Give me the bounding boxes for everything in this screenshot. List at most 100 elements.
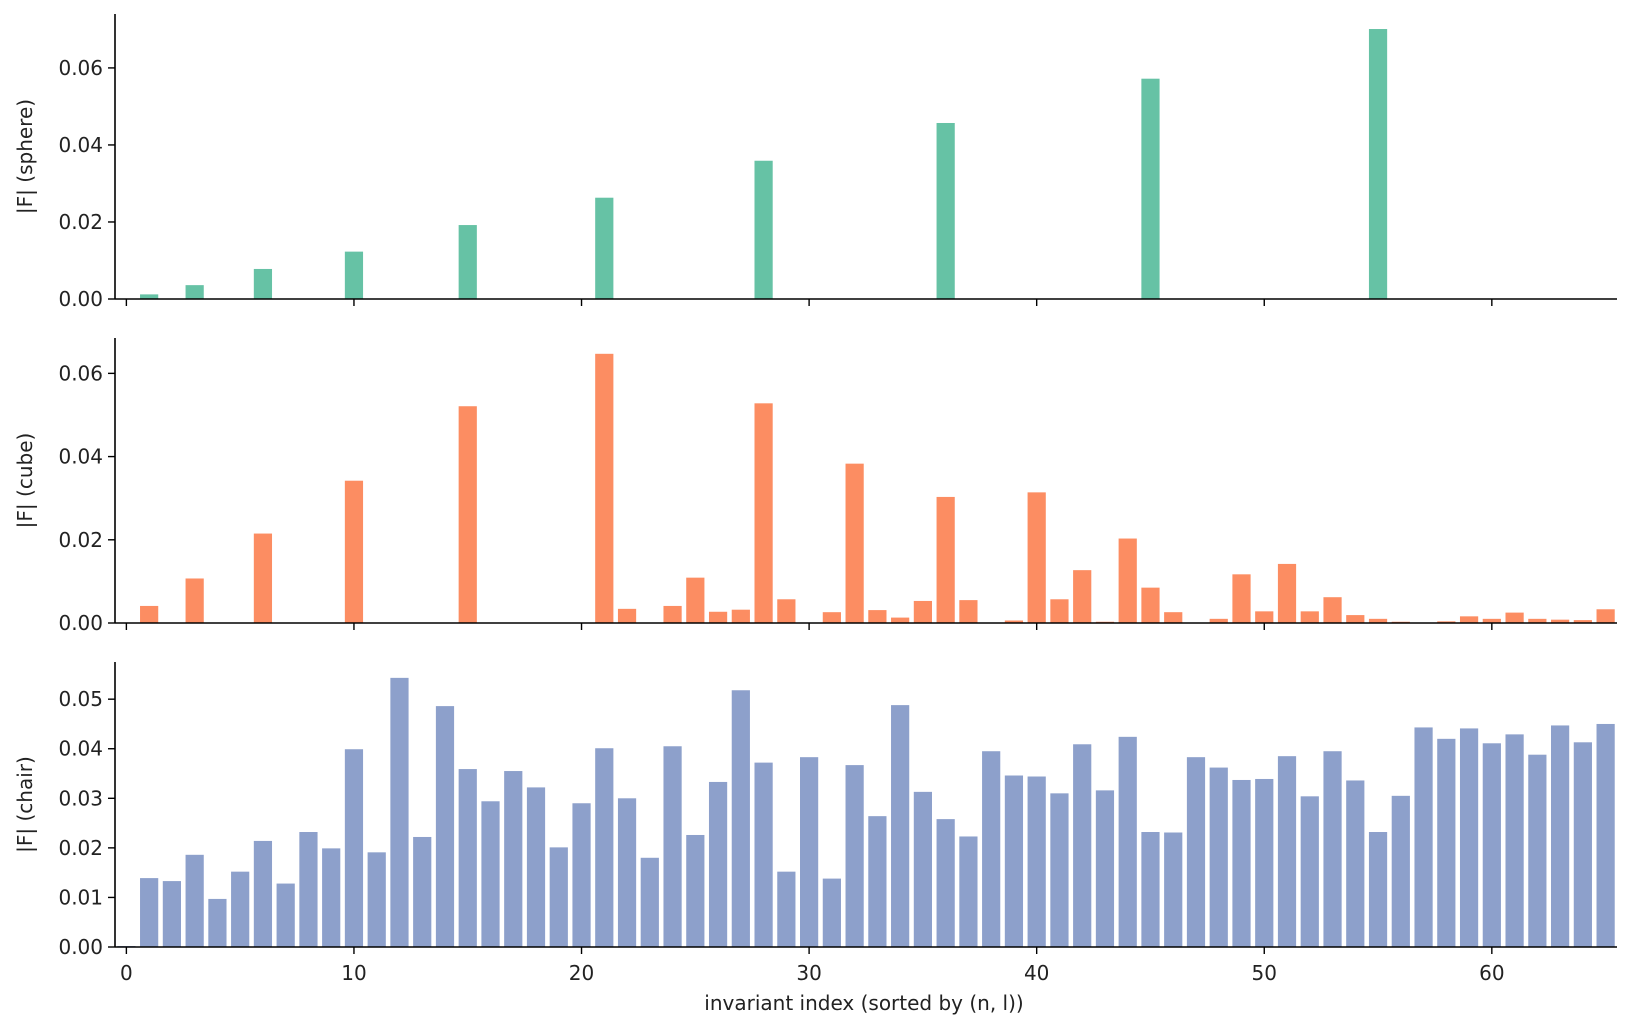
chair-bar-50 <box>1255 778 1274 947</box>
cube-bar-60 <box>1482 618 1501 623</box>
x-tick-label: 30 <box>796 961 821 985</box>
chair-bar-3 <box>185 854 204 947</box>
chair-bar-7 <box>276 883 295 947</box>
sphere-y-tick-label: 0.00 <box>58 287 103 311</box>
sphere-y-tick-label: 0.06 <box>58 56 103 80</box>
chair-bar-51 <box>1277 756 1297 947</box>
cube-bar-25 <box>686 577 705 623</box>
x-tick-label: 0 <box>120 961 133 985</box>
cube-bar-22 <box>617 608 637 623</box>
chair-bar-35 <box>913 791 932 947</box>
chair-panel: 0.00 0.01 0.02 0.03 0.04 0.05 |F| (chair) 0 10 20… <box>13 662 1617 985</box>
chair-bar-12 <box>390 677 409 947</box>
chair-bar-18 <box>526 787 546 947</box>
chair-y-tick-label: 0.04 <box>58 737 103 761</box>
chair-bar-34 <box>891 705 910 947</box>
sphere-bar-21 <box>595 197 614 299</box>
sphere-bar-55 <box>1368 29 1388 300</box>
chair-bar-56 <box>1391 795 1410 947</box>
chair-bar-19 <box>549 847 568 947</box>
cube-bar-35 <box>913 600 932 623</box>
sphere-panel: 0.00 0.02 0.04 0.06 |F| (sphere) <box>13 14 1617 311</box>
cube-bar-32 <box>845 463 864 623</box>
chair-bar-39 <box>1004 775 1024 947</box>
cube-bar-52 <box>1300 611 1319 623</box>
cube-bar-44 <box>1118 538 1137 623</box>
chair-bar-60 <box>1482 743 1501 947</box>
chair-bar-38 <box>982 751 1001 947</box>
cube-bar-62 <box>1528 618 1547 623</box>
cube-bar-27 <box>731 609 750 623</box>
chair-bar-37 <box>959 836 978 947</box>
chair-bar-54 <box>1346 780 1365 947</box>
chair-bar-13 <box>413 836 432 947</box>
chair-bar-44 <box>1118 736 1137 947</box>
cube-bar-59 <box>1459 616 1479 623</box>
chair-bar-42 <box>1073 744 1092 947</box>
chair-bar-20 <box>572 803 591 947</box>
chair-bar-14 <box>435 706 455 947</box>
chair-bar-22 <box>617 798 637 947</box>
cube-bar-51 <box>1277 563 1297 623</box>
chair-bar-11 <box>367 852 386 947</box>
cube-bar-24 <box>663 605 682 623</box>
chair-bar-4 <box>208 898 227 947</box>
cube-bar-53 <box>1323 597 1342 623</box>
chair-bar-29 <box>777 871 796 947</box>
cube-bar-36 <box>936 496 955 623</box>
sphere-bar-6 <box>253 268 273 299</box>
cube-y-tick-label: 0.02 <box>58 528 103 552</box>
chair-bar-65 <box>1596 723 1615 947</box>
chair-bar-28 <box>754 762 773 947</box>
chair-bar-10 <box>344 749 364 947</box>
sphere-y-tick-label: 0.02 <box>58 210 103 234</box>
chair-bar-62 <box>1528 754 1547 947</box>
cube-bar-63 <box>1551 619 1570 623</box>
chair-bar-17 <box>504 771 523 947</box>
x-axis-label: invariant index (sorted by (n, l)) <box>704 991 1023 1015</box>
chair-bar-57 <box>1414 727 1433 947</box>
sphere-bar-3 <box>185 285 204 299</box>
cube-bar-46 <box>1164 612 1183 623</box>
cube-bar-55 <box>1368 618 1388 623</box>
cube-bar-6 <box>253 533 273 623</box>
cube-bar-65 <box>1596 609 1615 623</box>
chair-y-axis-label: |F| (chair) <box>13 756 37 853</box>
chair-bar-8 <box>299 832 318 947</box>
chair-bar-31 <box>822 878 841 947</box>
sphere-y-tick-label: 0.04 <box>58 133 103 157</box>
chair-bar-26 <box>708 781 728 947</box>
chair-bar-64 <box>1573 742 1592 947</box>
sphere-bar-15 <box>458 225 477 299</box>
sphere-bar-28 <box>754 160 773 299</box>
chair-bar-23 <box>640 857 659 947</box>
chair-y-tick-label: 0.05 <box>58 687 103 711</box>
chair-bar-49 <box>1232 779 1251 947</box>
chair-bar-21 <box>595 748 614 947</box>
sphere-bar-36 <box>936 122 955 300</box>
cube-bar-31 <box>822 612 841 623</box>
cube-bar-50 <box>1255 611 1274 623</box>
cube-bar-54 <box>1346 615 1365 623</box>
cube-bar-41 <box>1050 599 1069 623</box>
chair-bar-24 <box>663 746 682 947</box>
cube-bar-15 <box>458 406 477 623</box>
cube-bar-61 <box>1505 612 1524 623</box>
x-tick-label: 50 <box>1252 961 1277 985</box>
chair-bar-32 <box>845 765 864 947</box>
cube-y-tick-label: 0.06 <box>58 361 103 385</box>
chair-y-tick-label: 0.01 <box>58 885 103 909</box>
chair-bar-30 <box>800 757 819 947</box>
cube-bar-42 <box>1073 570 1092 623</box>
chair-bar-16 <box>481 801 500 947</box>
cube-bar-28 <box>754 403 773 623</box>
chair-bar-43 <box>1095 790 1115 947</box>
x-tick-label: 40 <box>1024 961 1049 985</box>
chair-bar-52 <box>1300 796 1319 947</box>
x-tick-label: 60 <box>1479 961 1504 985</box>
chair-bar-59 <box>1459 728 1479 947</box>
chair-bar-63 <box>1551 725 1570 947</box>
chair-bar-41 <box>1050 793 1069 947</box>
cube-bar-26 <box>708 611 728 623</box>
